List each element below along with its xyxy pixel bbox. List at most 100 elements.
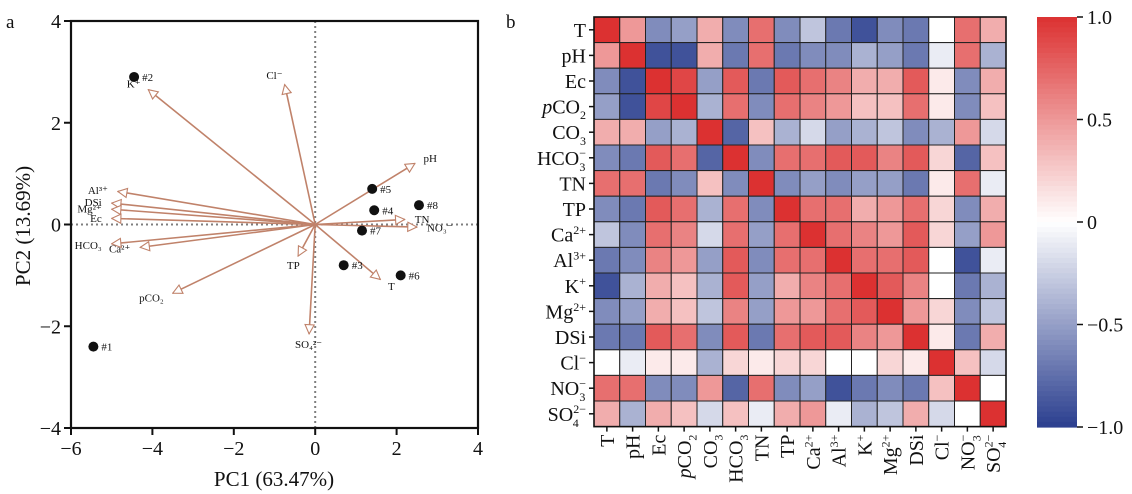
heatmap-cell-so42-ec (645, 400, 672, 428)
colorbar-tick-label: −1.0 (1087, 417, 1123, 439)
heatmap-cell-al3-dsi (902, 246, 930, 274)
heatmap-cell-tp-pco2 (670, 195, 698, 223)
heatmap-cell-hco3-no3 (954, 144, 981, 172)
heatmap-cell-ca2-mg2 (876, 221, 904, 248)
heatmap-cell-cl-al3 (825, 349, 852, 376)
row-label-ca2: Ca2+ (551, 223, 586, 247)
heatmap-cell-t-cl (928, 16, 955, 44)
colorbar-segment (1037, 206, 1077, 213)
heatmap-cell-pco2-k (851, 93, 878, 120)
heatmap-cell-no3-ph (619, 374, 646, 402)
heatmap-cell-ec-ph (619, 67, 646, 95)
heatmap-cell-no3-ca2 (799, 374, 827, 402)
heatmap-cell-al3-no3 (954, 246, 981, 274)
heatmap-cell-so42-hco3 (722, 400, 749, 428)
column-label-group: Ec (648, 434, 670, 455)
heatmap-cell-cl-co3 (696, 349, 724, 376)
heatmap-cell-cl-ph (619, 349, 646, 376)
heatmap-cell-pco2-ph (619, 93, 646, 120)
colorbar-segment (1037, 247, 1077, 254)
heatmap-cell-mg2-ec (645, 298, 672, 325)
colorbar-segment (1037, 114, 1077, 121)
row-label-hco3: HCO− 3 (537, 146, 586, 174)
heatmap-cell-al3-cl (928, 246, 955, 274)
heatmap-cell-tp-al3 (825, 195, 852, 223)
heatmap-cell-co3-tn (748, 118, 775, 146)
colorbar-segment (1037, 140, 1077, 146)
heatmap-cell-ca2-k (851, 221, 878, 248)
loading-label-no: NO₃⁻ (427, 222, 453, 234)
sample-point-3 (338, 260, 349, 271)
heatmap-cell-dsi-cl (928, 323, 955, 351)
heatmap-cell-tn-ph (619, 170, 646, 197)
panel-b-label: b (506, 12, 516, 33)
heatmap-cell-t-al3 (825, 16, 852, 44)
heatmap-cell-tn-so42 (979, 170, 1007, 197)
colorbar-segment (1037, 186, 1077, 192)
heatmap-cell-ca2-dsi (902, 221, 930, 248)
row-label-no3: NO− 3 (550, 377, 586, 405)
heatmap-cell-pco2-tn (748, 93, 775, 120)
heatmap-cell-tn-tp (773, 170, 801, 197)
column-label-t: T (597, 435, 619, 447)
row-label-so42: SO2− 4 (548, 402, 587, 430)
colorbar-segment (1037, 78, 1077, 85)
x-axis-ticks: −6 −4 −2 0 2 4 (60, 428, 483, 460)
heatmap-cell-dsi-ph (619, 323, 646, 351)
heatmap-cell-ca2-hco3 (722, 221, 749, 248)
colorbar-segment (1037, 58, 1077, 64)
heatmap-cell-hco3-ca2 (799, 144, 827, 172)
colorbar-segment (1037, 42, 1077, 49)
heatmap-cell-co3-hco3 (722, 118, 749, 146)
colorbar-segment (1037, 329, 1077, 336)
column-label-group: K+ (853, 434, 877, 455)
colorbar-segment (1037, 175, 1077, 182)
column-label-group: Ca2+ (801, 434, 825, 469)
colorbar-segment (1037, 278, 1077, 285)
heatmap-cell-no3-so42 (979, 374, 1007, 402)
heatmap-cell-ph-tp (773, 42, 801, 69)
heatmap-cell-tn-k (851, 170, 878, 197)
heatmap-frame (593, 16, 1007, 428)
heatmap-cell-pco2-no3 (954, 93, 981, 120)
colorbar-segment (1037, 160, 1077, 167)
colorbar-segment (1037, 99, 1077, 105)
y-axis-ticks: −4 −2 0 2 4 (40, 11, 71, 440)
heatmap-cell-cl-tn (748, 349, 775, 376)
heatmap-cell-k-al3 (825, 272, 852, 300)
heatmap-cell-ph-ec (645, 42, 672, 69)
heatmap-cell-k-pco2 (670, 272, 698, 300)
column-label-mg2: Mg2+ (879, 434, 903, 475)
column-label-pco2: pCO2 (674, 435, 700, 481)
loading-arrow-t (314, 223, 380, 280)
heatmap-cell-cl-ca2 (799, 349, 827, 376)
column-label-so42: SO2−4 (982, 434, 1010, 473)
heatmap-cell-al3-ec (645, 246, 672, 274)
sample-point-2 (129, 71, 140, 82)
row-label-dsi: DSi (555, 327, 587, 349)
heatmap-cell-al3-pco2 (670, 246, 698, 274)
heatmap-cell-tn-dsi (902, 170, 930, 197)
heatmap-cell-tn-co3 (696, 170, 724, 197)
row-label-k: K+ (565, 274, 586, 298)
colorbar-segment (1037, 181, 1077, 187)
heatmap-cell-co3-pco2 (670, 118, 698, 146)
loading-arrow-so (309, 224, 316, 334)
heatmap-cell-pco2-al3 (825, 93, 852, 120)
heatmap-cell-cl-ec (645, 349, 672, 376)
row-label-tp: TP (563, 199, 586, 221)
loading-label-cl: Cl⁻ (266, 70, 282, 82)
heatmap-cell-no3-co3 (696, 374, 724, 402)
loading-label-pco: pCO₂ (139, 293, 164, 305)
colorbar-segment (1037, 17, 1077, 23)
loading-label-dsi: DSi (85, 197, 102, 209)
heatmap-cell-dsi-co3 (696, 323, 724, 351)
colorbar-segment (1037, 129, 1077, 136)
row-label-t: T (574, 20, 586, 42)
colorbar-segment (1037, 191, 1077, 197)
heatmap-cell-pco2-ca2 (799, 93, 827, 120)
loading-label-tp: TP (287, 260, 300, 272)
colorbar-segment (1037, 421, 1077, 428)
loading-label-t: T (388, 281, 395, 293)
heatmap-cell-no3-t (593, 374, 621, 402)
